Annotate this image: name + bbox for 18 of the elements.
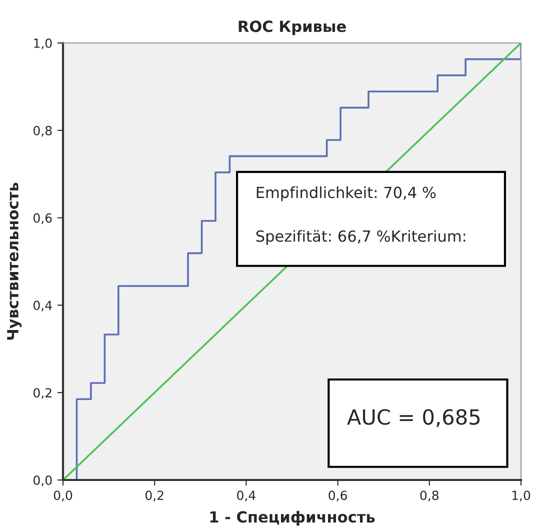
y-tick-label: 0,8 <box>34 126 52 137</box>
x-tick-label: 1,0 <box>512 490 530 502</box>
y-tick-label: 0,0 <box>34 475 52 486</box>
x-tick-label: 0,6 <box>328 490 347 502</box>
y-tick-label: 1,0 <box>34 38 52 50</box>
x-tick-label: 0,0 <box>54 490 72 502</box>
y-tick-label: 0,4 <box>34 300 52 312</box>
chart-title: ROC Кривые <box>238 20 346 36</box>
annotation: Spezifität: 66,7 %Kriterium: <box>256 230 466 245</box>
y-tick-label: 0,6 <box>34 213 52 224</box>
y-axis-title: Чувствительность <box>7 182 22 340</box>
annotation: AUC = 0,685 <box>347 409 480 427</box>
x-tick-label: 0,8 <box>420 490 438 502</box>
x-axis-title: 1 - Специфичность <box>210 510 375 526</box>
x-tick-label: 0,4 <box>237 490 256 502</box>
y-tick-label: 0,2 <box>34 388 52 399</box>
x-tick-label: 0,2 <box>145 490 164 502</box>
annotation: Empfindlichkeit: 70,4 % <box>256 186 436 202</box>
